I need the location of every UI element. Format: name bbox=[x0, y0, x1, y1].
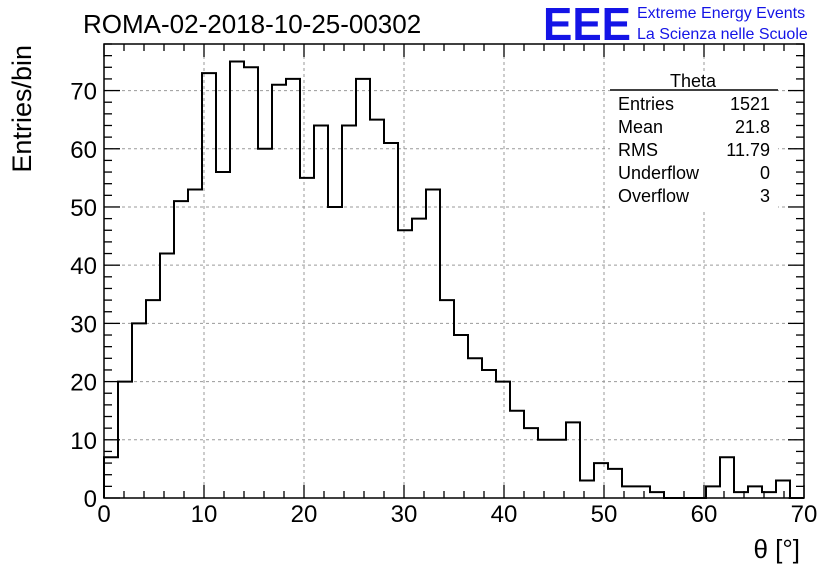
histogram-bin bbox=[188, 190, 202, 498]
histogram-bin bbox=[706, 486, 720, 498]
stats-row-value: 1521 bbox=[730, 94, 770, 114]
stats-title: Theta bbox=[670, 71, 717, 91]
histogram-bin bbox=[132, 323, 146, 498]
histogram-bin bbox=[342, 125, 356, 498]
y-axis-label: Entries/bin bbox=[7, 45, 37, 173]
x-tick-label: 60 bbox=[691, 501, 718, 528]
histogram-bin bbox=[356, 79, 370, 498]
histogram-bin bbox=[412, 219, 426, 498]
stats-row-value: 0 bbox=[760, 163, 770, 183]
logo-line-2: La Scienza nelle Scuole bbox=[637, 26, 808, 43]
stats-row-label: Underflow bbox=[618, 163, 700, 183]
x-tick-label: 10 bbox=[191, 501, 218, 528]
histogram-bin bbox=[202, 73, 216, 498]
histogram-bin bbox=[608, 469, 622, 498]
stats-row-value: 11.79 bbox=[726, 140, 770, 160]
histogram-bin bbox=[440, 300, 454, 498]
x-tick-label: 20 bbox=[291, 501, 318, 528]
x-tick-label: 70 bbox=[791, 501, 818, 528]
stats-row-label: RMS bbox=[618, 140, 658, 160]
histogram-bin bbox=[398, 230, 412, 498]
chart-title: ROMA-02-2018-10-25-00302 bbox=[83, 9, 421, 39]
histogram-bin bbox=[272, 85, 286, 498]
axis-ticks bbox=[103, 43, 805, 499]
stats-row-value: 21.8 bbox=[735, 117, 770, 137]
histogram-bin bbox=[636, 486, 650, 498]
histogram-bin bbox=[510, 411, 524, 498]
histogram-bin bbox=[216, 172, 230, 498]
histogram-bin bbox=[244, 67, 258, 498]
histogram-bin bbox=[160, 254, 174, 498]
y-tick-label: 20 bbox=[70, 370, 97, 397]
histogram-bin bbox=[426, 190, 440, 498]
histogram-bin bbox=[370, 120, 384, 498]
histogram-bin bbox=[720, 457, 734, 498]
stats-row-label: Overflow bbox=[618, 186, 690, 206]
histogram-bin bbox=[314, 125, 328, 498]
eee-logo: EEE bbox=[543, 0, 631, 50]
histogram-bin bbox=[650, 492, 664, 498]
histogram-bin bbox=[776, 481, 790, 498]
histogram-bin bbox=[146, 300, 160, 498]
histogram-bin bbox=[482, 370, 496, 498]
histogram-bin bbox=[118, 382, 132, 498]
y-tick-label: 30 bbox=[70, 311, 97, 338]
y-tick-label: 40 bbox=[70, 253, 97, 280]
y-tick-label: 60 bbox=[70, 137, 97, 164]
histogram-bin bbox=[384, 143, 398, 498]
histogram-bin bbox=[524, 428, 538, 498]
histogram-bin bbox=[174, 201, 188, 498]
histogram-bin bbox=[230, 61, 244, 498]
histogram-bin bbox=[580, 481, 594, 498]
histogram-bin bbox=[328, 207, 342, 498]
x-tick-label: 0 bbox=[97, 501, 110, 528]
stats-row-label: Entries bbox=[618, 94, 674, 114]
stats-row-label: Mean bbox=[618, 117, 663, 137]
plot-frame bbox=[103, 43, 805, 499]
histogram-bin bbox=[300, 178, 314, 498]
histogram-bin bbox=[748, 486, 762, 498]
x-tick-label: 40 bbox=[491, 501, 518, 528]
histogram-bin bbox=[734, 492, 748, 498]
y-tick-label: 50 bbox=[70, 195, 97, 222]
histogram-bin bbox=[538, 440, 552, 498]
y-tick-label: 0 bbox=[84, 486, 97, 513]
stats-box: Theta Entries 1521 Mean 21.8 RMS 11.79 Underfl… bbox=[610, 71, 778, 212]
histogram-bin bbox=[566, 422, 580, 498]
y-tick-label: 10 bbox=[70, 428, 97, 455]
histogram-bin bbox=[496, 382, 510, 498]
y-tick-label: 70 bbox=[70, 79, 97, 106]
logo-line-1: Extreme Energy Events bbox=[637, 5, 805, 22]
x-tick-label: 30 bbox=[391, 501, 418, 528]
histogram-bin bbox=[258, 149, 272, 498]
histogram-bin bbox=[286, 79, 300, 498]
histogram-bin bbox=[594, 463, 608, 498]
x-tick-label: 50 bbox=[591, 501, 618, 528]
histogram-bin bbox=[454, 335, 468, 498]
stats-row-value: 3 bbox=[760, 186, 770, 206]
x-axis-label: θ [°] bbox=[753, 534, 800, 564]
histogram-bin bbox=[552, 440, 566, 498]
histogram-bin bbox=[468, 358, 482, 498]
